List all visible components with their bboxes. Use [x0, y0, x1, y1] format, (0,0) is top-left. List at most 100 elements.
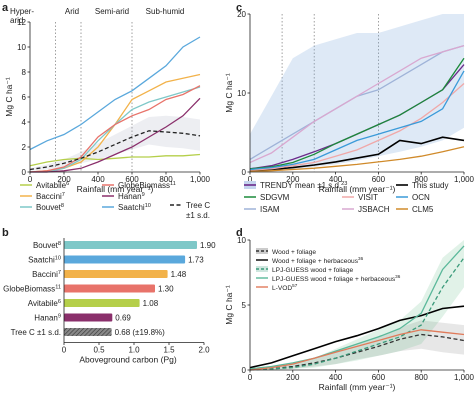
- legend-label: Bouvet8: [36, 203, 64, 212]
- bar: [64, 255, 186, 264]
- panel-letter: a: [2, 2, 9, 14]
- bar-category-label: Saatchi10: [28, 256, 61, 265]
- legend-label: Saatchi10: [118, 203, 151, 212]
- y-tick-label: 8: [22, 68, 27, 77]
- legend-label: LPJ-GUESS wood + foliage: [272, 267, 354, 274]
- y-tick-label: 10: [17, 43, 26, 52]
- y-tick-label: 12: [17, 18, 26, 27]
- bar-value-label: 1.30: [158, 285, 174, 294]
- x-tick-label: 0: [28, 175, 33, 184]
- bar: [64, 313, 113, 322]
- bar-category-label: Tree C ±1 s.d.: [11, 328, 61, 337]
- x-tick-label: 800: [415, 175, 429, 184]
- series-line-7: [249, 146, 465, 173]
- zone-label: Semi-arid: [95, 7, 129, 16]
- legend-label: L-VOD57: [272, 283, 298, 292]
- series-line-6: [249, 44, 465, 164]
- x-tick-label: 600: [372, 373, 386, 382]
- x-tick-label: 400: [329, 373, 343, 382]
- x-tick-label: 1,000: [454, 373, 474, 382]
- y-axis-label: Mg C ha⁻¹: [224, 73, 234, 113]
- legend: TRENDY mean ±1 s.d.23 This study SDGVM VISI…: [244, 181, 448, 214]
- series-line-5: [29, 36, 201, 151]
- panel-d: d 0 200 400 600 800 1,000 0 5 10 Rainfall (mm year…: [224, 227, 474, 392]
- series-band-6: [30, 115, 200, 171]
- bar-category-label: GlobeBiomass11: [3, 285, 61, 294]
- legend-label: TRENDY mean ±1 s.d.23: [260, 181, 347, 190]
- y-axis-label: Mg C ha⁻¹: [224, 285, 234, 325]
- x-tick-label: 0: [248, 175, 253, 184]
- bar-value-label: 0.68 (±19.8%): [115, 328, 166, 337]
- x-axis-label: Rainfall (mm year⁻¹): [77, 184, 154, 194]
- legend-label: ISAM: [260, 205, 280, 214]
- y-axis-label: Mg C ha⁻¹: [4, 77, 14, 117]
- panel-letter: c: [236, 2, 242, 14]
- x-tick-label: 800: [415, 373, 429, 382]
- bar-category-label: Avitabile6: [28, 299, 61, 308]
- legend-label: Avitabile6: [36, 181, 69, 190]
- legend-label: VISIT: [358, 193, 378, 202]
- series-line-3: [29, 85, 201, 173]
- x-tick-label: 1.5: [163, 346, 175, 355]
- legend-label: OCN: [412, 193, 430, 202]
- x-tick-label: 2.0: [198, 346, 210, 355]
- bar: [64, 328, 112, 336]
- legend-label: SDGVM: [260, 193, 290, 202]
- x-tick-label: 1,000: [190, 175, 211, 184]
- zone-label: arid: [10, 16, 23, 25]
- x-tick-label: 0.5: [93, 346, 105, 355]
- x-tick-label: 600: [125, 175, 139, 184]
- x-tick-label: 600: [372, 175, 386, 184]
- bar: [64, 299, 140, 307]
- x-axis-label: Aboveground carbon (Pg): [79, 355, 177, 365]
- legend-label: Baccini7: [36, 192, 65, 201]
- series-line-1: [249, 136, 465, 172]
- x-axis-label: Rainfall (mm year⁻¹): [319, 184, 396, 194]
- legend-label: Tree C: [186, 201, 210, 210]
- bar: [64, 284, 155, 293]
- series-line-0: [29, 153, 201, 167]
- panel-a: 0 200 400 600 800 1,000 0 2 4 6 8 10 12 Rainfall (mm …: [2, 2, 211, 220]
- bar-value-label: 1.90: [200, 241, 216, 250]
- panel-letter: b: [2, 227, 9, 239]
- y-tick-label: 6: [22, 93, 27, 102]
- x-tick-label: 0: [248, 373, 253, 382]
- series-line-2: [249, 57, 465, 170]
- x-tick-label: 400: [91, 175, 105, 184]
- legend-label: Hanan9: [118, 192, 145, 201]
- series-line-3: [249, 83, 465, 171]
- bar: [64, 241, 197, 249]
- legend-label: JSBACH: [358, 205, 390, 214]
- x-tick-label: 800: [159, 175, 173, 184]
- series-line-0: [249, 333, 465, 371]
- x-axis-label: Rainfall (mm year⁻¹): [319, 382, 396, 392]
- bar: [64, 270, 168, 278]
- bar-value-label: 0.69: [115, 314, 131, 323]
- y-tick-label: 5: [242, 301, 247, 310]
- x-tick-label: 200: [286, 373, 300, 382]
- bar-value-label: 1.48: [171, 270, 187, 279]
- legend-label: Wood + foliage: [272, 249, 316, 256]
- bar-value-label: 1.08: [143, 299, 159, 308]
- legend-label: CLM5: [412, 205, 434, 214]
- series-band-0: [250, 14, 464, 172]
- series-line-4: [30, 97, 201, 173]
- x-tick-label: 400: [329, 175, 343, 184]
- series-line-4: [249, 329, 465, 371]
- bar-value-label: 1.73: [188, 256, 204, 265]
- y-tick-label: 4: [22, 118, 27, 127]
- y-tick-label: 0: [242, 366, 247, 375]
- bar-category-label: Bouvet8: [33, 241, 61, 250]
- zone-label: Sub-humid: [146, 7, 185, 16]
- y-tick-label: 2: [22, 143, 27, 152]
- panel-c: c 0 200 400 600 800 1,000 0 10 20 Rainfall (mm yea…: [224, 2, 474, 214]
- legend-label: Wood + foliage + herbaceous36: [272, 256, 364, 265]
- series-line-1: [249, 305, 465, 369]
- x-tick-label: 200: [286, 175, 300, 184]
- y-tick-label: 10: [237, 236, 246, 245]
- y-tick-label: 10: [237, 89, 246, 98]
- zone-label: Arid: [65, 7, 79, 16]
- series-line-4: [249, 70, 465, 171]
- legend-label: ±1 s.d.: [186, 211, 210, 220]
